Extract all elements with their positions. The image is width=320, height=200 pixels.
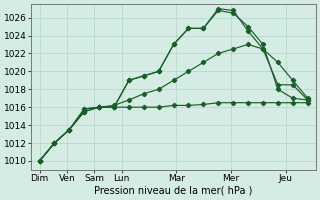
X-axis label: Pression niveau de la mer( hPa ): Pression niveau de la mer( hPa ) (94, 186, 253, 196)
